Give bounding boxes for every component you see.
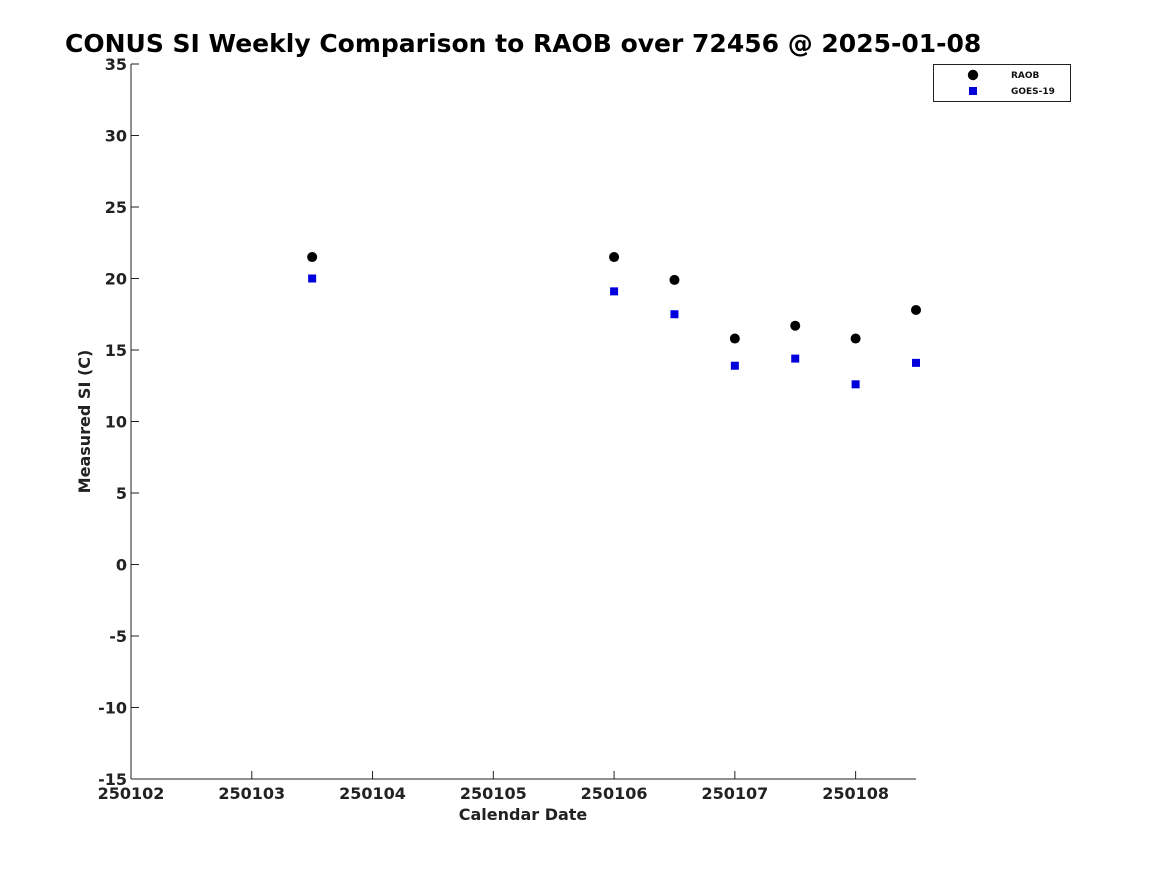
y-tick-label: 10: [105, 413, 127, 432]
goes-19-point: [670, 310, 679, 319]
x-tick-label: 250108: [822, 784, 889, 803]
x-tick-label: 250102: [98, 784, 165, 803]
goes-19-point: [851, 380, 860, 389]
y-tick-label: -5: [109, 627, 127, 646]
data-points: [307, 252, 921, 389]
goes-19-point: [791, 354, 800, 363]
y-tick-label: 20: [105, 270, 127, 289]
raob-point: [307, 252, 318, 263]
x-tick-label: 250107: [701, 784, 768, 803]
y-axis-ticks: -15 -10 -5 0 5 10 15 20 25 30 35: [98, 55, 139, 789]
y-tick-label: -10: [98, 699, 127, 718]
goes-19-point: [308, 274, 317, 283]
y-tick-label: 30: [105, 127, 127, 146]
raob-point: [729, 333, 740, 344]
raob-point: [850, 333, 861, 344]
legend-marker-raob: [967, 69, 979, 81]
y-axis-label: Measured SI (C): [75, 350, 94, 494]
legend-marker-goes-19: [969, 87, 977, 95]
raob-point: [911, 304, 921, 315]
legend-box: [933, 64, 1071, 102]
x-tick-label: 250104: [339, 784, 406, 803]
legend: RAOB GOES-19: [933, 64, 1071, 102]
plot-axes: [130, 64, 916, 780]
raob-point: [609, 252, 620, 263]
y-tick-label: 35: [105, 55, 127, 74]
legend-label: GOES-19: [1011, 87, 1055, 97]
chart-title: CONUS SI Weekly Comparison to RAOB over …: [65, 29, 981, 58]
legend-label: RAOB: [1011, 71, 1040, 81]
y-tick-label: 5: [116, 484, 127, 503]
goes-19-point: [610, 287, 619, 296]
goes-19-point: [912, 358, 920, 367]
x-axis-label: Calendar Date: [459, 805, 588, 824]
raob-point: [790, 320, 801, 331]
goes-19-point: [730, 361, 739, 370]
y-tick-label: 15: [105, 341, 127, 360]
x-tick-label: 250103: [218, 784, 285, 803]
y-tick-label: 0: [116, 556, 127, 575]
y-tick-label: 25: [105, 198, 127, 217]
x-tick-label: 250105: [460, 784, 527, 803]
x-axis-ticks: 250102 250103 250104 250105 250106 250107 2501…: [98, 771, 889, 803]
raob-point: [669, 274, 680, 285]
y-tick-label: -15: [98, 770, 127, 789]
x-tick-label: 250106: [581, 784, 648, 803]
